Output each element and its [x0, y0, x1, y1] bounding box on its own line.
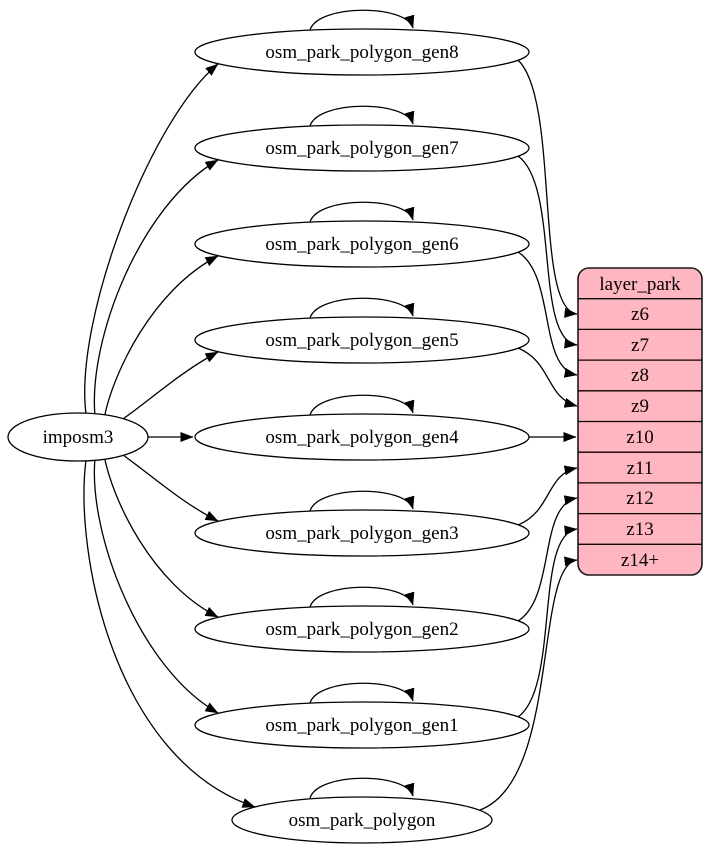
- gen4-label: osm_park_polygon_gen4: [265, 427, 459, 448]
- self-loop-gen1: [309, 682, 415, 704]
- self-loop-gen8: [309, 9, 415, 31]
- gen5-label: osm_park_polygon_gen5: [265, 330, 458, 351]
- edge-imposm3-to-gen3: [115, 449, 219, 522]
- node-osm-park-polygon-gen7: osm_park_polygon_gen7: [194, 124, 530, 172]
- self-loop-gen5: [309, 297, 415, 319]
- gen6-label: osm_park_polygon_gen6: [265, 234, 458, 255]
- layer-row-z10: z10: [626, 427, 653, 448]
- edge-polygon-to-z14: [479, 556, 578, 811]
- polygon-ellipse: [231, 796, 493, 844]
- layer-row-z9: z9: [631, 396, 649, 417]
- self-loop-gen4: [309, 394, 415, 416]
- edge-gen8-to-z6: [517, 59, 578, 318]
- gen2-ellipse: [194, 605, 530, 653]
- imposm3-label: imposm3: [43, 427, 114, 448]
- node-osm-park-polygon-gen1: osm_park_polygon_gen1: [194, 701, 530, 749]
- edge-imposm3-to-gen2: [103, 454, 219, 618]
- gen3-ellipse: [194, 509, 530, 557]
- node-layer-park: layer_park z6 z7 z8 z9 z10 z11 z12 z13 z…: [577, 267, 703, 576]
- layer-row-z7: z7: [631, 335, 649, 356]
- gen6-ellipse: [194, 220, 530, 268]
- layer-row-z11: z11: [627, 458, 654, 479]
- self-loop-gen2: [309, 586, 415, 608]
- edge-gen3-to-z11: [517, 465, 578, 526]
- node-osm-park-polygon-gen5: osm_park_polygon_gen5: [194, 316, 530, 364]
- imposm3-ellipse: [7, 412, 149, 462]
- layer-park-title: layer_park: [599, 274, 681, 295]
- edge-imposm3-to-gen8: [84, 63, 219, 415]
- gen7-label: osm_park_polygon_gen7: [265, 138, 458, 159]
- edge-imposm3-to-gen7: [93, 159, 219, 417]
- node-osm-park-polygon-gen4: osm_park_polygon_gen4: [194, 413, 530, 461]
- gen8-label: osm_park_polygon_gen8: [265, 42, 458, 63]
- edge-gen7-to-z7: [517, 155, 578, 349]
- node-osm-park-polygon-gen8: osm_park_polygon_gen8: [194, 28, 530, 76]
- node-osm-park-polygon-gen2: osm_park_polygon_gen2: [194, 605, 530, 653]
- gen1-ellipse: [194, 701, 530, 749]
- self-loop-gen7: [309, 105, 415, 127]
- node-osm-park-polygon-gen6: osm_park_polygon_gen6: [194, 220, 530, 268]
- edge-imposm3-to-gen1: [93, 457, 219, 714]
- gen1-label: osm_park_polygon_gen1: [265, 715, 458, 736]
- edge-gen6-to-z8: [517, 251, 578, 378]
- node-osm-park-polygon: osm_park_polygon: [231, 796, 493, 844]
- gen8-ellipse: [194, 28, 530, 76]
- node-osm-park-polygon-gen3: osm_park_polygon_gen3: [194, 509, 530, 557]
- self-loop-gen6: [309, 201, 415, 223]
- edge-gen2-to-z12: [517, 495, 578, 622]
- gen5-ellipse: [194, 316, 530, 364]
- edge-imposm3-to-polygon: [83, 459, 256, 808]
- layer-row-z13: z13: [626, 519, 653, 540]
- edge-imposm3-to-gen5: [115, 351, 219, 425]
- edge-gen5-to-z9: [517, 347, 578, 408]
- layer-row-z14: z14+: [621, 550, 659, 571]
- node-imposm3: imposm3: [7, 412, 149, 462]
- edge-imposm3-to-gen6: [103, 255, 219, 420]
- self-loop-polygon: [309, 777, 415, 799]
- edge-gen1-to-z13: [517, 525, 578, 718]
- layer-row-z12: z12: [626, 488, 653, 509]
- gen4-ellipse: [194, 413, 530, 461]
- layer-row-z6: z6: [631, 304, 649, 325]
- self-loop-gen3: [309, 490, 415, 512]
- layer-row-z8: z8: [631, 365, 649, 386]
- gen2-label: osm_park_polygon_gen2: [265, 619, 458, 640]
- gen3-label: osm_park_polygon_gen3: [265, 523, 458, 544]
- polygon-label: osm_park_polygon: [289, 810, 436, 831]
- gen7-ellipse: [194, 124, 530, 172]
